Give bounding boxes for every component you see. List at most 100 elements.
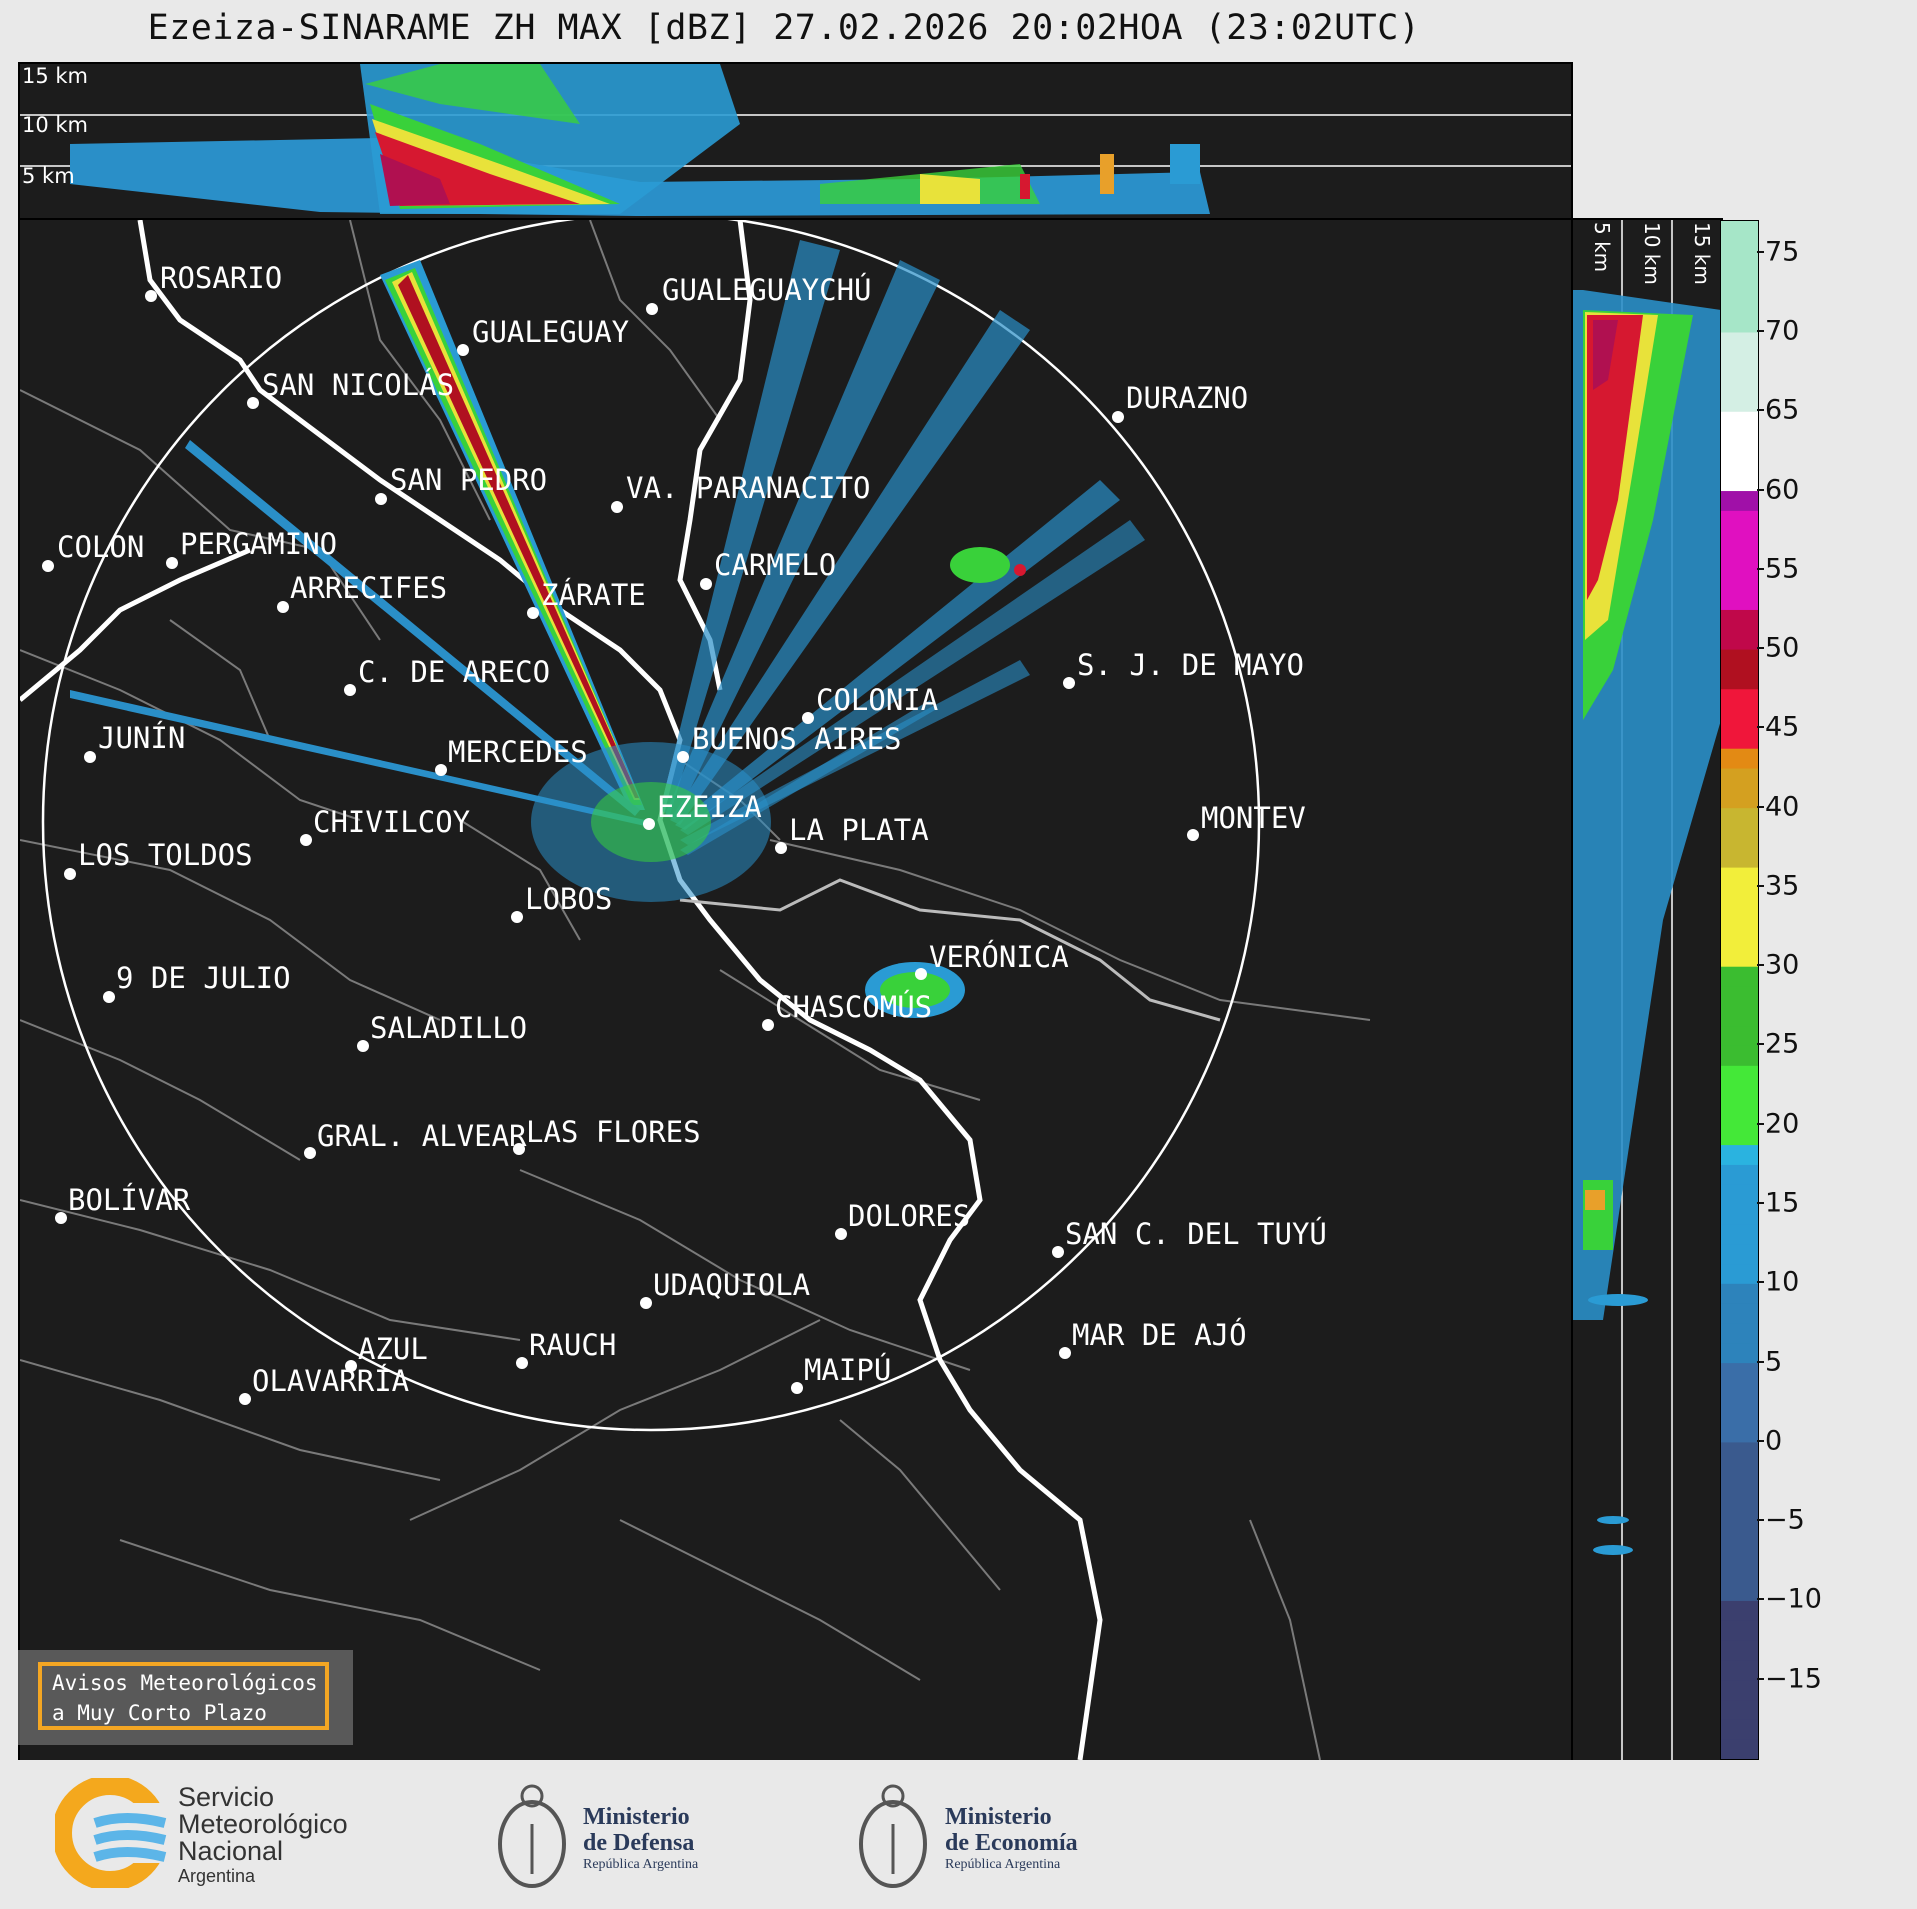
city-label-9-de-julio: 9 DE JULIO [116,961,291,995]
avisos-box[interactable]: Avisos Meteorológicos a Muy Corto Plazo [18,1650,353,1745]
colorbar-tick-mark [1757,1677,1764,1680]
city-label-zarate: ZÁRATE [541,578,646,612]
city-label-arrecifes: ARRECIFES [290,571,447,605]
colorbar-tick-label: 25 [1765,1028,1800,1060]
side-altitude-label-10: 10 km [1640,222,1664,285]
colorbar-tick-mark [1757,409,1764,412]
avisos-line2: a Muy Corto Plazo [52,1701,267,1725]
top-altitude-label-5: 5 km [22,164,75,188]
colorbar-segment [1721,1362,1758,1383]
city-label-bolivar: BOLÍVAR [68,1183,191,1217]
top-altitude-label-15: 15 km [22,64,88,88]
city-label-los-toldos: LOS TOLDOS [78,838,253,872]
colorbar-segment [1721,966,1758,987]
colorbar-segment [1721,1481,1758,1502]
colorbar-segment [1721,1560,1758,1582]
range-ring [41,220,1261,1432]
colorbar-segment [1721,886,1758,908]
colorbar-tick-mark [1757,250,1764,253]
colorbar-segment [1721,1005,1758,1027]
city-label-durazno: DURAZNO [1126,381,1248,415]
avisos-link[interactable]: Avisos Meteorológicos a Muy Corto Plazo [38,1662,329,1730]
colorbar-tick-mark [1757,567,1764,570]
colorbar-tick-label: 45 [1765,711,1800,743]
colorbar-segment [1721,1263,1758,1284]
colorbar-segment [1721,292,1758,313]
city-label-pergamino: PERGAMINO [180,527,337,561]
colorbar-segment [1721,1104,1758,1126]
economia-line3: República Argentina [945,1857,1061,1872]
colorbar-tick-label: 40 [1765,791,1800,823]
colorbar-segment [1721,252,1758,274]
colorbar-segment [1721,589,1758,610]
city-label-colon: COLON [57,530,144,564]
colorbar-tick-label: 55 [1765,553,1800,585]
economia-line1: Ministerio [945,1804,1052,1830]
colorbar-tick-mark [1757,329,1764,332]
radar-map-svg: ROSARIO GUALEGUAYCHÚ GUALEGUAY SAN NICOL… [20,220,1371,1760]
colorbar-tick-mark [1757,964,1764,967]
city-label-carmelo: CARMELO [714,548,836,582]
radar-map-panel: ROSARIO GUALEGUAYCHÚ GUALEGUAY SAN NICOL… [18,218,1573,1762]
city-label-carmen-de-areco: C. DE ARECO [358,655,550,689]
colorbar-tick-mark [1757,1439,1764,1442]
colorbar-tick-label: 20 [1765,1108,1800,1140]
colorbar-segment [1721,431,1758,452]
colorbar-segment [1721,1164,1758,1185]
colorbar-segment [1721,1184,1758,1205]
colorbar-tick-label: 15 [1765,1187,1800,1219]
colorbar-segment [1721,1422,1758,1443]
colorbar-segment [1721,668,1758,690]
colorbar-segment [1721,470,1758,492]
city-label-udaquiola: UDAQUIOLA [653,1268,810,1302]
colorbar-segment [1721,1204,1758,1225]
city-label-san-nicolas: SAN NICOLÁS [262,368,454,402]
colorbar-segment [1721,569,1758,591]
colorbar-segment [1721,371,1758,392]
colorbar-tick-mark [1757,884,1764,887]
city-label-ezeiza: EZEIZA [657,790,762,824]
colorbar-tick-mark [1757,726,1764,729]
colorbar-tick-label: −10 [1765,1583,1822,1615]
colorbar-tick-mark [1757,805,1764,808]
city-label-montevideo: MONTEV [1201,801,1306,835]
colorbar-segment [1721,946,1758,967]
colorbar-segment [1721,490,1758,511]
colorbar-tick-label: 5 [1765,1346,1783,1378]
city-label-gral-alvear: GRAL. ALVEAR [317,1119,527,1153]
economia-coat-of-arms-icon [859,1784,927,1888]
city-label-colonia: COLONIA [816,683,938,717]
colorbar-segment [1721,728,1758,749]
city-label-saladillo: SALADILLO [370,1011,527,1045]
colorbar-segment [1721,1085,1758,1106]
city-label-chascomus: CHASCOMÚS [775,990,932,1024]
colorbar-segment [1721,768,1758,789]
colorbar-segment [1721,1144,1758,1165]
colorbar-tick-label: 35 [1765,870,1800,902]
colorbar-tick-label: 75 [1765,236,1800,268]
colorbar-segment [1721,1441,1758,1463]
economia-logo-text: Ministerio de Economía República Argenti… [945,1804,1078,1874]
city-label-gualeguaychu: GUALEGUAYCHÚ [662,273,872,307]
colorbar-tick-label: 10 [1765,1266,1800,1298]
side-cross-section-panel: 5 km 10 km 15 km [1571,218,1723,1762]
colorbar-tick-label: −5 [1765,1504,1805,1536]
colorbar-segment [1721,906,1758,928]
city-markers: ROSARIO GUALEGUAYCHÚ GUALEGUAY SAN NICOL… [42,261,1327,1405]
colorbar-segment [1721,1659,1758,1681]
colorbar-segment [1721,688,1758,710]
city-label-las-flores: LAS FLORES [526,1115,701,1149]
colorbar-segment [1721,331,1758,353]
footer: Servicio Meteorológico Nacional Argentin… [0,1760,1917,1909]
colorbar-segment [1721,926,1758,947]
defensa-line2: de Defensa [583,1830,695,1856]
colorbar-segment [1721,1521,1758,1542]
avisos-line1: Avisos Meteorológicos [52,1671,318,1695]
colorbar-segment [1721,847,1758,868]
colorbar-segment [1721,1402,1758,1423]
city-label-villa-paranacito: VA. PARANACITO [626,471,870,505]
smn-logo-icon [55,1778,185,1888]
defensa-line3: República Argentina [583,1857,699,1872]
colorbar-segment [1721,1223,1758,1245]
colorbar-segment [1721,550,1758,571]
